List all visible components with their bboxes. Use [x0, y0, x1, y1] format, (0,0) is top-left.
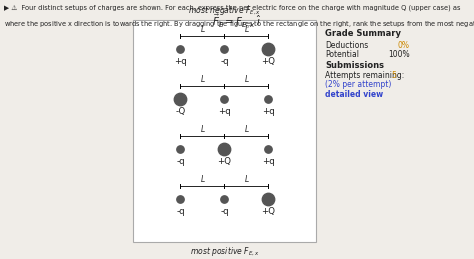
Text: +Q: +Q [262, 57, 275, 66]
Text: $\vec{F}_E = F_{E,x}\,\hat{\imath}$: $\vec{F}_E = F_{E,x}\,\hat{\imath}$ [212, 12, 262, 31]
Text: L: L [201, 75, 205, 83]
Text: +q: +q [218, 107, 231, 116]
Text: Attempts remaining:: Attempts remaining: [325, 71, 407, 80]
Text: -q: -q [220, 57, 229, 66]
Point [177, 47, 184, 51]
Text: L: L [245, 25, 249, 33]
Point [264, 197, 272, 201]
Bar [133, 20, 316, 242]
Point [221, 97, 228, 101]
Text: +q: +q [262, 107, 275, 116]
Text: L: L [201, 125, 205, 133]
Point [221, 147, 228, 151]
Text: L: L [201, 175, 205, 183]
Text: detailed view: detailed view [325, 90, 383, 99]
Text: -Q: -Q [175, 107, 186, 116]
Text: +Q: +Q [262, 207, 275, 216]
Text: L: L [245, 75, 249, 83]
Text: Grade Summary: Grade Summary [325, 29, 401, 38]
Text: ▶ ⚠  Four distinct setups of charges are shown. For each, express the net electr: ▶ ⚠ Four distinct setups of charges are … [4, 4, 461, 11]
Point [264, 97, 272, 101]
Text: where the positive x direction is towards the right. By dragging the figures to : where the positive x direction is toward… [4, 19, 474, 29]
Text: most positive $F_{E,x}$: most positive $F_{E,x}$ [190, 245, 259, 258]
Text: Deductions: Deductions [325, 41, 368, 50]
Text: L: L [245, 125, 249, 133]
Text: 5: 5 [391, 71, 396, 80]
Text: L: L [201, 25, 205, 33]
Text: -q: -q [176, 207, 185, 216]
Text: Potential: Potential [325, 50, 359, 59]
Point [177, 197, 184, 201]
Text: L: L [245, 175, 249, 183]
Text: +Q: +Q [218, 157, 231, 166]
Text: 100%: 100% [388, 50, 410, 59]
Point [264, 147, 272, 151]
Point [264, 47, 272, 51]
Point [221, 197, 228, 201]
Text: Submissions: Submissions [325, 61, 384, 70]
Point [177, 147, 184, 151]
Text: 0%: 0% [398, 41, 410, 50]
Text: -q: -q [220, 207, 229, 216]
Point [221, 47, 228, 51]
Point [177, 97, 184, 101]
Text: most negative $F_{E,x}$: most negative $F_{E,x}$ [188, 4, 261, 17]
Text: +q: +q [174, 57, 187, 66]
Text: (2% per attempt): (2% per attempt) [325, 80, 392, 89]
Text: +q: +q [262, 157, 275, 166]
Text: -q: -q [176, 157, 185, 166]
